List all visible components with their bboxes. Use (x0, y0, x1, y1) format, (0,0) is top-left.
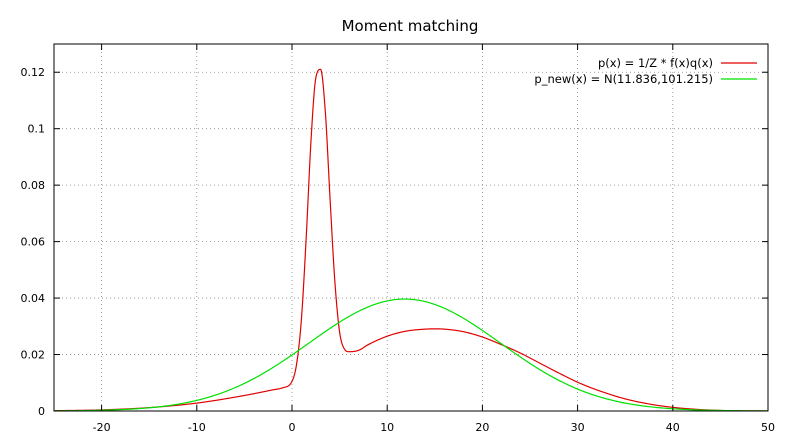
x-tick-label: 50 (761, 421, 775, 434)
legend-label-red-series: p(x) = 1/Z * f(x)q(x) (598, 56, 713, 70)
y-tick-label: 0.04 (21, 292, 46, 305)
series-line-red (53, 68, 768, 412)
y-tick-label: 0.12 (21, 66, 46, 79)
x-tick-label: 40 (666, 421, 680, 434)
y-tick-label: 0.06 (21, 236, 46, 249)
x-tick-label: -10 (188, 421, 206, 434)
x-tick-label: 30 (571, 421, 585, 434)
grid (54, 44, 768, 411)
y-tick-label: 0.02 (21, 349, 46, 362)
x-tick-label: -20 (93, 421, 111, 434)
y-tick-label: 0 (38, 405, 45, 418)
chart-title: Moment matching (342, 17, 479, 35)
plot-frame (53, 43, 769, 412)
x-tick-label: 20 (475, 421, 489, 434)
legend-label-green-series: p_new(x) = N(11.836,101.215) (534, 72, 713, 86)
x-axis: -20 -10 0 10 20 30 40 50 (93, 44, 775, 434)
legend: p(x) = 1/Z * f(x)q(x) p_new(x) = N(11.83… (534, 56, 757, 86)
y-axis: 0 0.02 0.04 0.06 0.08 0.1 0.12 (21, 66, 768, 418)
y-tick-label: 0.08 (21, 179, 46, 192)
x-tick-label: 0 (289, 421, 296, 434)
series-line-green (54, 298, 769, 412)
x-tick-label: 10 (380, 421, 394, 434)
series-layer (53, 68, 769, 412)
y-tick-label: 0.1 (28, 123, 46, 136)
